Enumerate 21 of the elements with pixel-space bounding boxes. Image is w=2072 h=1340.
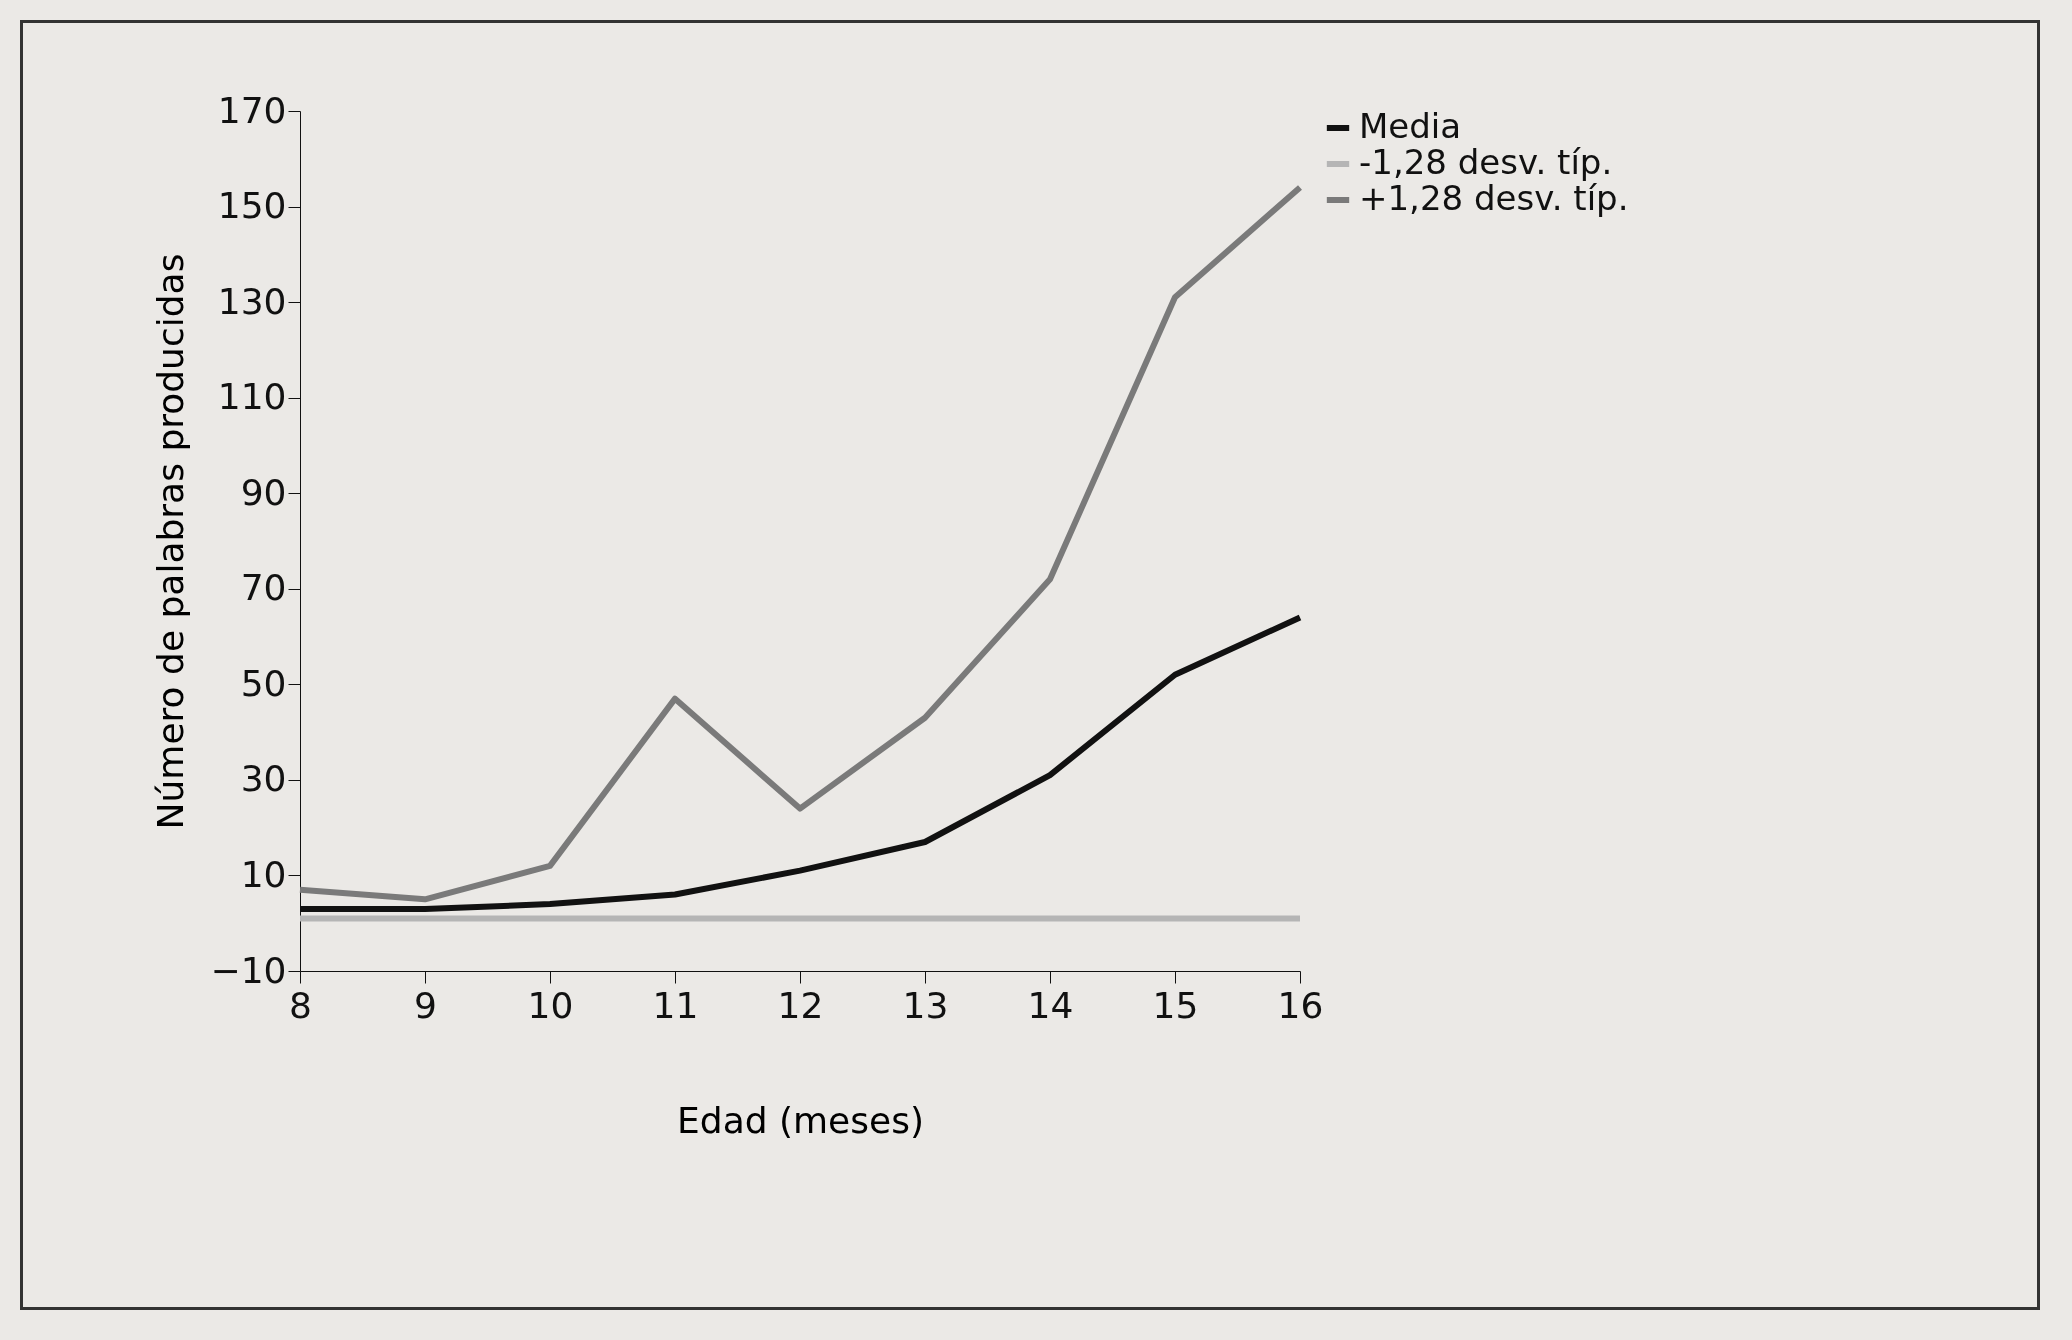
y-tick-label: 130 [217,280,287,322]
x-tick-label: 12 [777,984,824,1026]
y-tick-label: 50 [240,662,287,704]
x-tick-label: 15 [1152,984,1199,1026]
y-tick-label: 110 [217,376,287,418]
x-tick-label: 8 [289,984,312,1026]
x-tick-label: 11 [652,984,699,1026]
y-tick-label: 30 [240,758,287,800]
x-tick-label: 13 [902,984,949,1026]
x-axis-title: Edad (meses) [677,1099,924,1141]
y-tick-label: 170 [217,89,287,131]
y-tick-label: 150 [217,185,287,227]
y-tick-label: 70 [240,567,287,609]
x-tick-label: 14 [1027,984,1074,1026]
y-tick-label: 90 [240,471,287,513]
x-tick-label: 9 [414,984,437,1026]
y-tick-label: 10 [240,853,287,895]
x-tick-label: 16 [1277,984,1324,1026]
x-tick-label: 10 [527,984,574,1026]
y-tick-label: −10 [210,949,287,991]
y-axis-title: Número de palabras producidas [149,253,191,830]
